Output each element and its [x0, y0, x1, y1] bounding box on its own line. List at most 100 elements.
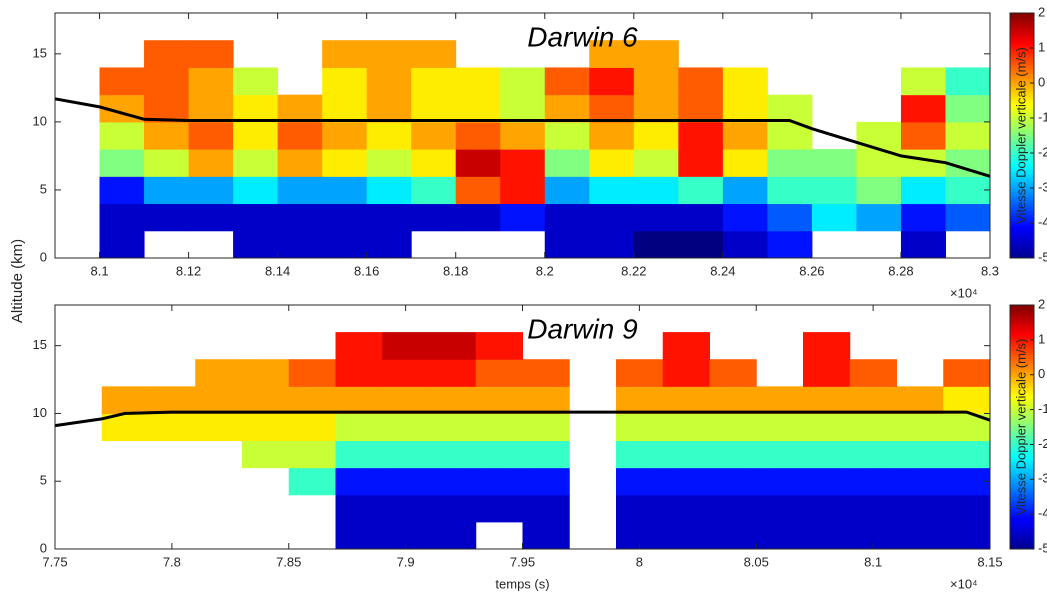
- heatmap-cell: [943, 521, 991, 550]
- heatmap-cell: [144, 94, 190, 123]
- heatmap-cell: [195, 359, 243, 387]
- heatmap-cell: [455, 121, 501, 150]
- y-tick-label: 10: [33, 113, 47, 128]
- heatmap-cell: [544, 203, 590, 232]
- x-tick-label: 7.95: [510, 554, 535, 569]
- heatmap-cell: [633, 203, 679, 232]
- heatmap-cell: [188, 149, 234, 177]
- heatmap-cell: [411, 203, 457, 232]
- heatmap-cell: [455, 67, 501, 96]
- heatmap-cell: [722, 176, 768, 205]
- x-tick-label: 8.16: [354, 263, 379, 278]
- heatmap-cell: [322, 149, 368, 177]
- heatmap-cell: [455, 149, 501, 177]
- flight-track: [54, 410, 991, 428]
- heatmap-cell: [662, 359, 710, 387]
- heatmap-cell: [429, 521, 477, 550]
- heatmap-cell: [544, 149, 590, 177]
- heatmap-cell: [522, 413, 570, 442]
- heatmap-cell: [288, 413, 336, 442]
- colorbar-tick-label: -1: [1038, 109, 1047, 124]
- heatmap-cell: [803, 521, 851, 550]
- colorbar-tick-label: -3: [1038, 471, 1047, 486]
- heatmap-cell: [589, 67, 635, 96]
- heatmap-cell: [900, 230, 946, 259]
- x-tick-label: 8.05: [744, 554, 769, 569]
- x-axis-label: temps (s): [495, 576, 549, 591]
- heatmap-cell: [662, 494, 710, 523]
- heatmap-cell: [322, 94, 368, 123]
- heatmap-cell: [366, 67, 412, 96]
- heatmap-cell: [896, 521, 944, 550]
- heatmap-cell: [233, 67, 279, 96]
- heatmap-cell: [233, 149, 279, 177]
- colorbar-tick-label: -4: [1038, 214, 1047, 229]
- heatmap-cell: [900, 176, 946, 205]
- heatmap-cell: [475, 494, 523, 523]
- heatmap-cell: [756, 467, 804, 496]
- heatmap-cell: [709, 386, 757, 414]
- heatmap-cell: [709, 467, 757, 496]
- heatmap-cell: [99, 230, 145, 259]
- heatmap-cell: [99, 176, 145, 205]
- heatmap-cell: [382, 467, 430, 496]
- heatmap-cell: [429, 359, 477, 387]
- y-tick-label: 5: [40, 181, 47, 196]
- heatmap-cell: [455, 94, 501, 123]
- heatmap-cell: [662, 332, 710, 360]
- heatmap-cell: [429, 332, 477, 360]
- heatmap-cell: [322, 230, 368, 259]
- heatmap-cell: [849, 359, 897, 387]
- colorbar-tick-label: -5: [1038, 540, 1047, 555]
- colorbar-tick-label: -5: [1038, 249, 1047, 264]
- heatmap-cell: [144, 149, 190, 177]
- heatmap-cell: [896, 386, 944, 414]
- heatmap-cell: [849, 413, 897, 442]
- heatmap-cell: [756, 413, 804, 442]
- heatmap-cell: [709, 413, 757, 442]
- y-axis-label: Altitude (km): [9, 239, 26, 323]
- heatmap-cell: [188, 203, 234, 232]
- heatmap-cell: [382, 359, 430, 387]
- heatmap-cell: [767, 203, 813, 232]
- heatmap-cell: [662, 386, 710, 414]
- heatmap-cell: [277, 121, 323, 150]
- heatmap-cell: [803, 359, 851, 387]
- heatmap-cell: [616, 440, 664, 469]
- heatmap-cell: [709, 494, 757, 523]
- heatmap-cell: [662, 521, 710, 550]
- heatmap-cell: [803, 467, 851, 496]
- heatmap-cell: [277, 203, 323, 232]
- heatmap-cell: [522, 386, 570, 414]
- heatmap-cell: [896, 494, 944, 523]
- heatmap-cell: [455, 176, 501, 205]
- heatmap-cell: [633, 230, 679, 259]
- heatmap-cell: [943, 494, 991, 523]
- x-tick-label: 8.14: [265, 263, 290, 278]
- heatmap-cell: [382, 332, 430, 360]
- x-tick-label: 7.85: [276, 554, 301, 569]
- heatmap-cell: [849, 467, 897, 496]
- heatmap-cell: [188, 176, 234, 205]
- colorbar: [1009, 304, 1035, 550]
- colorbar-tick-label: 2: [1038, 296, 1045, 311]
- heatmap-cell: [803, 494, 851, 523]
- heatmap-cell: [943, 386, 991, 414]
- heatmap-cell: [756, 494, 804, 523]
- heatmap-cell: [849, 440, 897, 469]
- heatmap-cell: [544, 176, 590, 205]
- heatmap-cell: [943, 440, 991, 469]
- heatmap-cell: [943, 467, 991, 496]
- colorbar-label: Vitesse Doppler verticale (m/s): [1013, 47, 1028, 224]
- heatmap-cell: [429, 413, 477, 442]
- heatmap-cell: [945, 149, 991, 177]
- heatmap-cell: [722, 94, 768, 123]
- heatmap-cell: [522, 467, 570, 496]
- heatmap-cell: [382, 440, 430, 469]
- colorbar-tick-label: 1: [1038, 39, 1045, 54]
- heatmap-cell: [633, 121, 679, 150]
- heatmap-cell: [233, 230, 279, 259]
- heatmap-cell: [195, 413, 243, 442]
- heatmap-cell: [709, 521, 757, 550]
- heatmap-cell: [633, 67, 679, 96]
